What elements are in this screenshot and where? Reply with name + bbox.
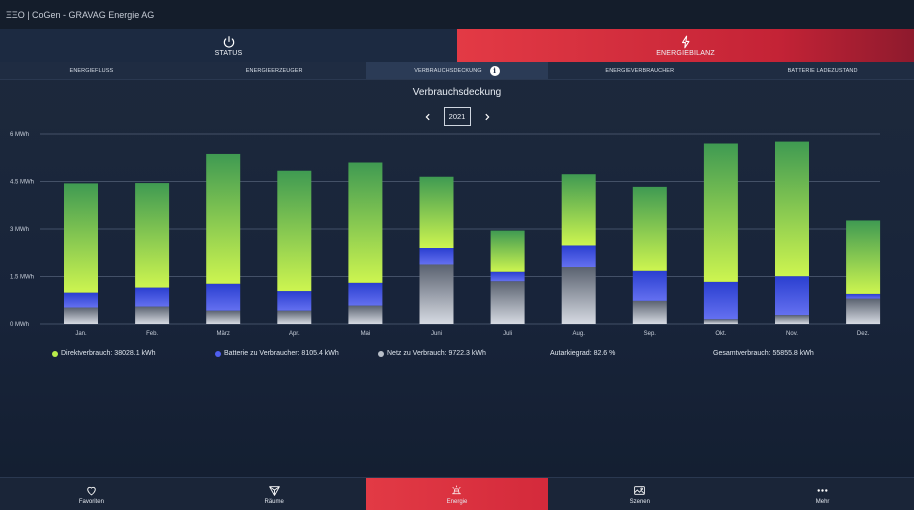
- bar-netz[interactable]: [703, 319, 738, 324]
- chevron-right-icon: [484, 113, 489, 120]
- bar-batterie[interactable]: [490, 271, 525, 282]
- bottom-navigation: Favoriten Räume Energie Szenen Mehr: [0, 477, 914, 510]
- bar-batterie[interactable]: [206, 283, 241, 311]
- x-tick-label: Aug.: [573, 331, 586, 337]
- bar-batterie[interactable]: [419, 248, 454, 265]
- rooms-icon: [268, 485, 280, 496]
- legend-netz: Netz zu Verbrauch: 9722.3 kWh: [378, 350, 486, 357]
- bar-direktverbrauch[interactable]: [277, 170, 312, 292]
- x-tick-label: Okt.: [715, 331, 726, 337]
- year-selector[interactable]: 2021: [443, 107, 471, 126]
- legend-dot-batterie: [215, 350, 221, 357]
- bar-batterie[interactable]: [135, 287, 170, 307]
- subtab-energieverbraucher[interactable]: ENERGIEVERBRAUCHER: [605, 67, 675, 74]
- consumption-chart: 0 MWh 1.5 MWh 3 MWh 4.5 MWh 6 MWh Jan. Feb. Mä…: [10, 132, 881, 337]
- bar-direktverbrauch[interactable]: [490, 230, 525, 272]
- x-tick-label: März: [217, 331, 230, 337]
- year-navigation: 2021: [0, 107, 914, 126]
- heart-icon: [87, 486, 96, 495]
- x-tick-label: Jan.: [75, 331, 87, 337]
- x-tick-label: Juni: [431, 331, 442, 337]
- bar-direktverbrauch[interactable]: [632, 186, 667, 271]
- nav-energie[interactable]: Energie: [365, 478, 549, 510]
- power-icon: [223, 35, 234, 48]
- bar-netz[interactable]: [206, 310, 241, 324]
- x-tick-label: Dez.: [857, 331, 870, 337]
- bar-direktverbrauch[interactable]: [419, 176, 454, 248]
- nav-szenen[interactable]: Szenen: [548, 478, 731, 510]
- bar-direktverbrauch[interactable]: [64, 183, 98, 293]
- gesamtverbrauch: Gesamtverbrauch: 55855.8 kWh: [713, 350, 814, 357]
- y-tick-label: 3 MWh: [10, 227, 29, 233]
- x-tick-label: Apr.: [289, 331, 300, 337]
- x-tick-label: Mai: [361, 331, 371, 337]
- bar-direktverbrauch[interactable]: [775, 141, 809, 277]
- main-tabs: STATUS ENERGIEBILANZ: [0, 29, 914, 62]
- previous-year-button[interactable]: [422, 111, 434, 123]
- app-title: ΞΞO | CoGen - GRAVAG Energie AG: [6, 9, 155, 20]
- bar-batterie[interactable]: [846, 293, 881, 299]
- legend-batterie: Batterie zu Verbraucher: 8105.4 kWh: [215, 350, 339, 357]
- autarkiegrad: Autarkiegrad: 82.6 %: [550, 350, 616, 357]
- chart-legend: Direktverbrauch: 38028.1 kWh Batterie zu…: [0, 350, 914, 362]
- bar-batterie[interactable]: [277, 291, 312, 311]
- bar-batterie[interactable]: [64, 292, 98, 308]
- bar-direktverbrauch[interactable]: [135, 183, 170, 288]
- more-icon: [817, 488, 828, 492]
- x-tick-label: Sep.: [644, 331, 657, 337]
- bar-batterie[interactable]: [703, 281, 738, 320]
- x-tick-label: Feb.: [146, 331, 158, 337]
- bar-netz[interactable]: [490, 281, 525, 324]
- app-title-bar: ΞΞO | CoGen - GRAVAG Energie AG: [0, 0, 914, 29]
- next-year-button[interactable]: [481, 111, 493, 123]
- x-tick-label: Nov.: [786, 331, 798, 337]
- y-tick-label: 6 MWh: [10, 132, 29, 138]
- bar-netz[interactable]: [277, 310, 312, 324]
- subtab-batterie-ladezustand[interactable]: BATTERIE LADEZUSTAND: [787, 67, 858, 74]
- y-tick-label: 4.5 MWh: [10, 180, 34, 186]
- subtab-energieerzeuger[interactable]: ENERGIEERZEUGER: [245, 67, 303, 74]
- bar-netz[interactable]: [135, 306, 170, 324]
- energy-icon: [452, 485, 462, 494]
- chevron-left-icon: [425, 113, 430, 120]
- chart-title: Verbrauchsdeckung: [412, 87, 502, 98]
- bar-direktverbrauch[interactable]: [846, 220, 881, 294]
- bar-netz[interactable]: [561, 267, 596, 324]
- tab-status-label: STATUS: [214, 49, 243, 57]
- bar-direktverbrauch[interactable]: [206, 153, 241, 284]
- legend-dot-direktverbrauch: [52, 350, 58, 357]
- x-tick-label: Juli: [503, 331, 512, 337]
- tab-energiebilanz-label: ENERGIEBILANZ: [656, 49, 715, 57]
- info-icon[interactable]: i: [489, 65, 500, 76]
- bar-netz[interactable]: [775, 315, 809, 324]
- bar-netz[interactable]: [419, 264, 454, 324]
- nav-favoriten[interactable]: Favoriten: [0, 478, 183, 510]
- lightning-icon: [681, 35, 689, 48]
- tab-status[interactable]: STATUS: [0, 29, 457, 62]
- subtab-verbrauchsdeckung[interactable]: VERBRAUCHSDECKUNG i: [365, 62, 549, 79]
- bar-batterie[interactable]: [632, 270, 667, 301]
- bar-netz[interactable]: [64, 307, 98, 324]
- bar-batterie[interactable]: [561, 245, 596, 267]
- bar-batterie[interactable]: [775, 276, 809, 316]
- bar-direktverbrauch[interactable]: [561, 174, 596, 246]
- scenes-icon: [634, 485, 646, 495]
- subtab-energiefluss[interactable]: ENERGIEFLUSS: [69, 67, 114, 74]
- sub-tabs: ENERGIEFLUSS ENERGIEERZEUGER VERBRAUCHSD…: [0, 62, 914, 80]
- bar-netz[interactable]: [348, 305, 383, 324]
- bar-batterie[interactable]: [348, 282, 383, 306]
- bar-direktverbrauch[interactable]: [348, 162, 383, 283]
- legend-dot-netz: [378, 350, 384, 357]
- y-tick-label: 1.5 MWh: [10, 275, 34, 281]
- nav-mehr[interactable]: Mehr: [731, 478, 914, 510]
- bar-direktverbrauch[interactable]: [703, 143, 738, 282]
- nav-raeume[interactable]: Räume: [183, 478, 366, 510]
- bar-netz[interactable]: [846, 298, 881, 324]
- y-tick-label: 0 MWh: [10, 322, 29, 328]
- bar-netz[interactable]: [632, 300, 667, 324]
- tab-energiebilanz[interactable]: ENERGIEBILANZ: [457, 29, 914, 62]
- legend-direktverbrauch: Direktverbrauch: 38028.1 kWh: [52, 350, 156, 357]
